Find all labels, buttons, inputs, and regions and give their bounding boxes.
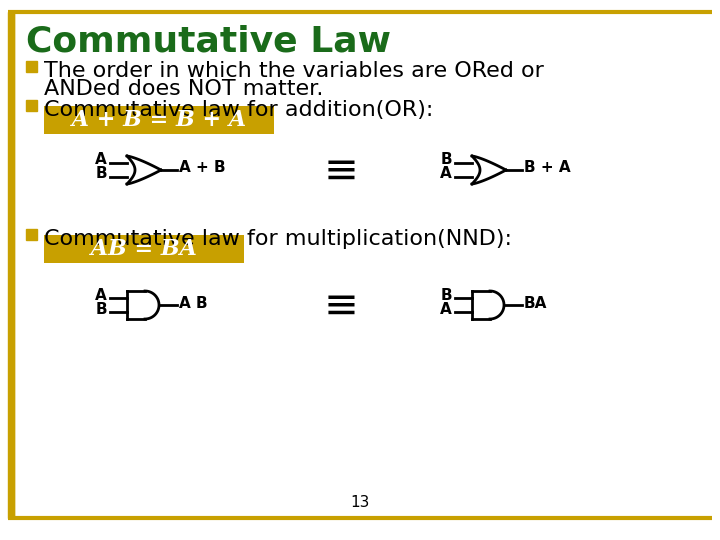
Bar	[26, 61, 37, 72]
Text: A: A	[95, 287, 107, 302]
Text: A: A	[440, 166, 452, 181]
Text: B + A: B + A	[524, 160, 571, 176]
Text: Commutative law for addition(OR):: Commutative law for addition(OR):	[44, 100, 433, 120]
Text: B: B	[95, 301, 107, 316]
Text: The order in which the variables are ORed or: The order in which the variables are ORe…	[44, 61, 544, 81]
Text: B: B	[441, 287, 452, 302]
Text: A: A	[440, 301, 452, 316]
Text: A + B = B + A: A + B = B + A	[64, 109, 254, 131]
Text: Commutative Law: Commutative Law	[26, 25, 391, 59]
Bar	[8, 12, 14, 518]
Text: A + B: A + B	[179, 160, 225, 176]
Text: Commutative law for multiplication(ΝND):: Commutative law for multiplication(ΝND):	[44, 229, 512, 249]
Bar	[44, 235, 244, 263]
Bar	[26, 229, 37, 240]
Text: B: B	[441, 152, 452, 167]
Text: 13: 13	[351, 495, 369, 510]
Bar	[44, 106, 274, 134]
Text: ANDed does NOT matter.: ANDed does NOT matter.	[44, 79, 323, 99]
Text: $\equiv$: $\equiv$	[315, 284, 355, 326]
Bar	[26, 100, 37, 111]
Text: $\equiv$: $\equiv$	[315, 149, 355, 191]
Text: B: B	[95, 166, 107, 181]
Text: A: A	[95, 152, 107, 167]
Text: A B: A B	[179, 295, 207, 310]
Text: BA: BA	[524, 295, 547, 310]
Text: AB = BA: AB = BA	[84, 238, 204, 260]
